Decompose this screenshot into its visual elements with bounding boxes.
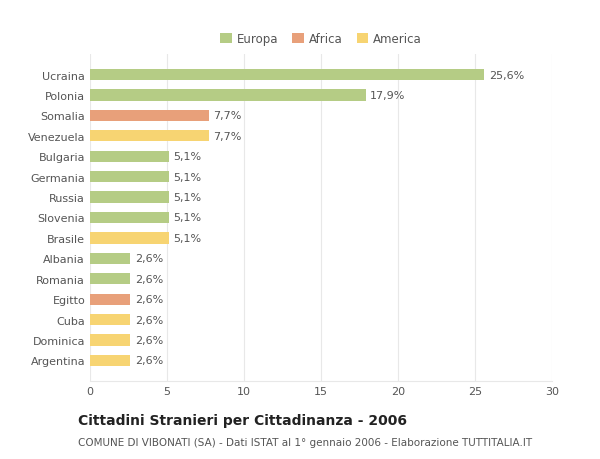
Bar xyxy=(90,274,130,285)
Bar xyxy=(90,355,130,366)
Text: 7,7%: 7,7% xyxy=(213,111,242,121)
Legend: Europa, Africa, America: Europa, Africa, America xyxy=(215,28,427,51)
Text: 2,6%: 2,6% xyxy=(134,356,163,365)
Text: 5,1%: 5,1% xyxy=(173,152,201,162)
Text: Cittadini Stranieri per Cittadinanza - 2006: Cittadini Stranieri per Cittadinanza - 2… xyxy=(78,414,407,428)
Text: 25,6%: 25,6% xyxy=(489,71,524,80)
Bar xyxy=(90,90,365,101)
Text: 2,6%: 2,6% xyxy=(134,274,163,284)
Bar xyxy=(90,111,209,122)
Bar xyxy=(90,131,209,142)
Text: 17,9%: 17,9% xyxy=(370,91,406,101)
Text: 5,1%: 5,1% xyxy=(173,213,201,223)
Text: 5,1%: 5,1% xyxy=(173,233,201,243)
Text: 2,6%: 2,6% xyxy=(134,315,163,325)
Bar xyxy=(90,314,130,325)
Bar xyxy=(90,294,130,305)
Bar xyxy=(90,253,130,264)
Bar xyxy=(90,192,169,203)
Bar xyxy=(90,151,169,162)
Bar xyxy=(90,233,169,244)
Text: 2,6%: 2,6% xyxy=(134,295,163,304)
Text: 5,1%: 5,1% xyxy=(173,172,201,182)
Text: 5,1%: 5,1% xyxy=(173,193,201,203)
Bar xyxy=(90,335,130,346)
Bar xyxy=(90,70,484,81)
Text: 7,7%: 7,7% xyxy=(213,132,242,141)
Text: 2,6%: 2,6% xyxy=(134,254,163,264)
Bar xyxy=(90,172,169,183)
Text: COMUNE DI VIBONATI (SA) - Dati ISTAT al 1° gennaio 2006 - Elaborazione TUTTITALI: COMUNE DI VIBONATI (SA) - Dati ISTAT al … xyxy=(78,437,532,447)
Text: 2,6%: 2,6% xyxy=(134,335,163,345)
Bar xyxy=(90,213,169,224)
